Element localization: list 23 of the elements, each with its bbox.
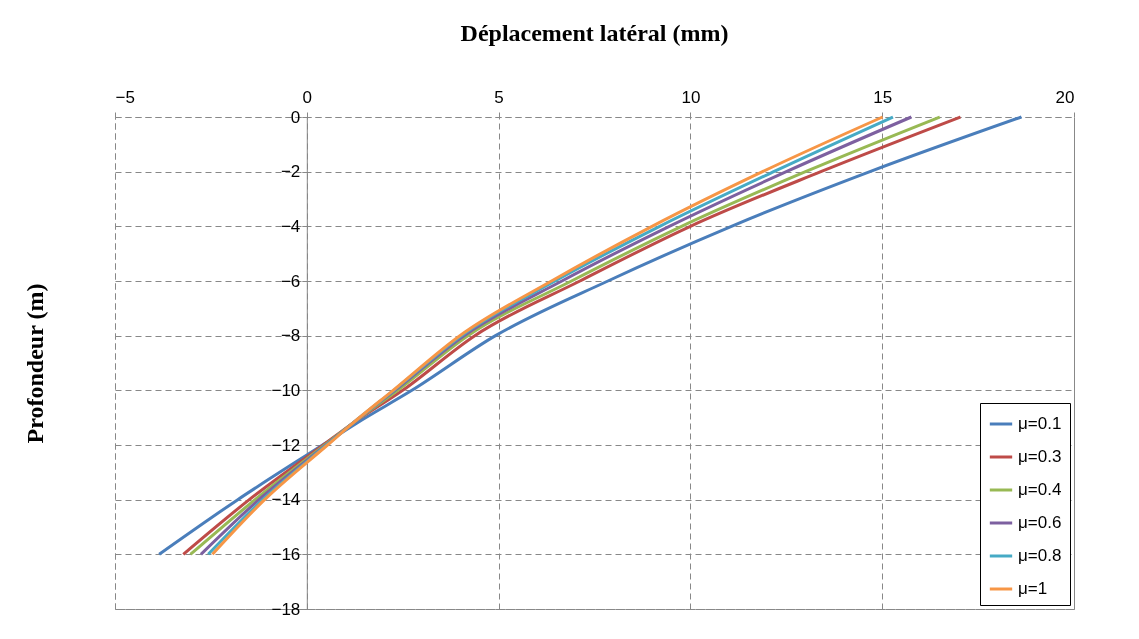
legend-label: μ=0.8: [1018, 546, 1062, 565]
y-tick-label: −16: [271, 544, 301, 564]
legend-label: μ=0.6: [1018, 513, 1062, 532]
legend-label: μ=1: [1018, 579, 1048, 598]
x-tick-label: 15: [873, 87, 893, 107]
y-tick-label: −4: [280, 216, 301, 236]
x-tick-label: 20: [1055, 87, 1075, 107]
y-tick-label: −12: [271, 435, 301, 455]
legend-label: μ=0.4: [1018, 480, 1062, 499]
y-tick-label: −8: [280, 326, 301, 346]
y-axis-title: Profondeur (m): [21, 283, 48, 444]
chart-title: Déplacement latéral (mm): [460, 20, 729, 46]
x-tick-label: 10: [681, 87, 701, 107]
y-tick-label: −10: [271, 380, 301, 400]
y-tick-label: −2: [280, 162, 301, 182]
y-tick-label: −14: [271, 490, 301, 510]
y-tick-label: −6: [280, 271, 301, 291]
y-tick-label: 0: [290, 107, 301, 127]
legend-label: μ=0.1: [1018, 414, 1062, 433]
x-tick-label: −5: [115, 87, 135, 107]
legend-label: μ=0.3: [1018, 447, 1062, 466]
x-tick-label: 5: [494, 87, 504, 107]
y-tick-label: −18: [271, 599, 301, 619]
